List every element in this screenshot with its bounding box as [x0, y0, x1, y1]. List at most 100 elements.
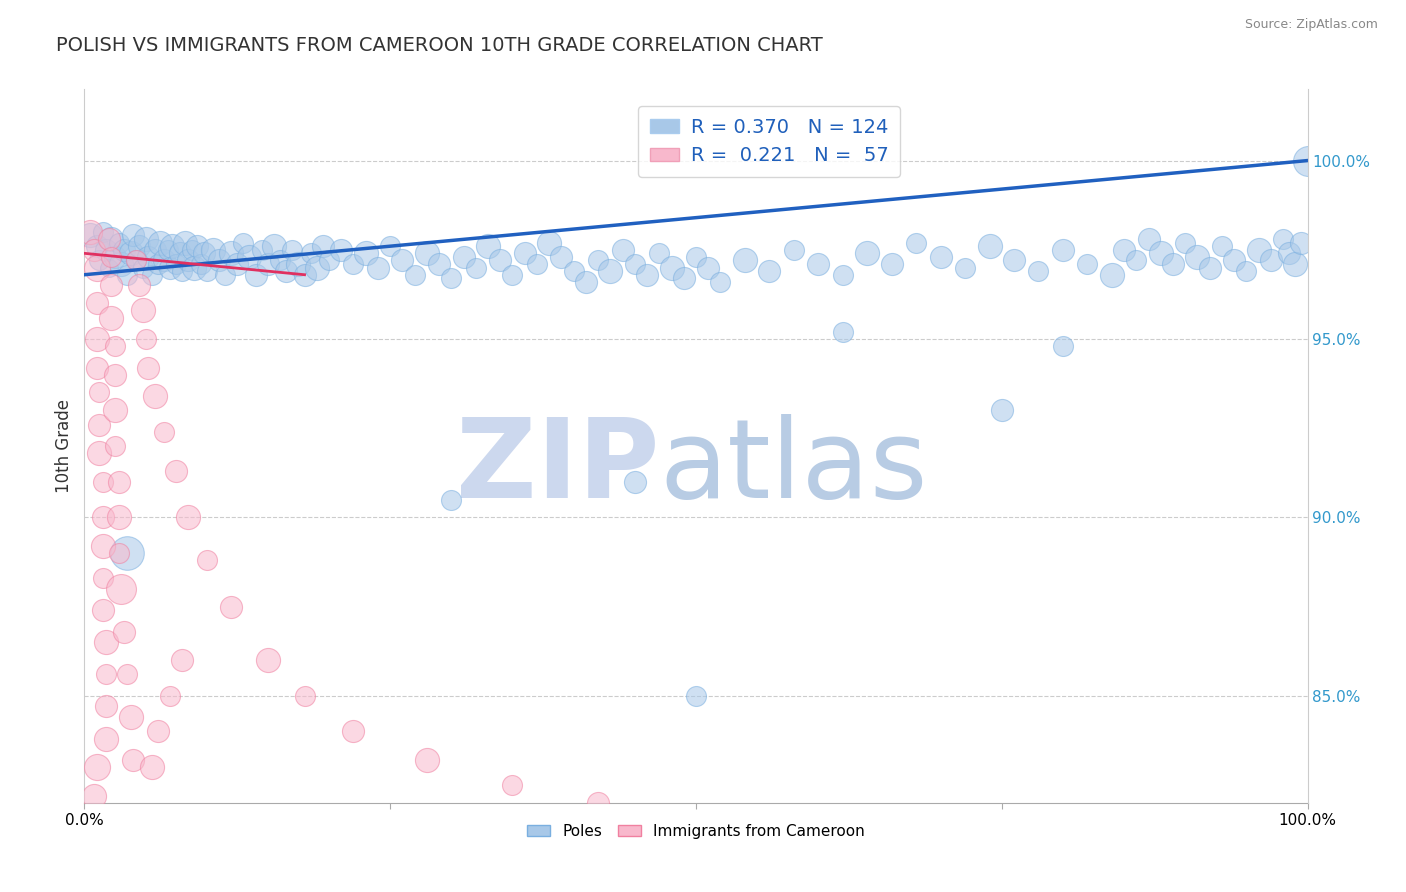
- Point: [153, 253, 176, 268]
- Point: [416, 753, 439, 767]
- Point: [181, 243, 204, 257]
- Point: [120, 246, 142, 260]
- Text: ZIP: ZIP: [456, 414, 659, 521]
- Point: [1272, 232, 1295, 246]
- Point: [183, 260, 205, 275]
- Point: [453, 250, 475, 264]
- Text: Source: ZipAtlas.com: Source: ZipAtlas.com: [1244, 18, 1378, 31]
- Point: [110, 582, 132, 596]
- Point: [404, 268, 426, 282]
- Point: [489, 253, 512, 268]
- Point: [156, 243, 179, 257]
- Point: [97, 232, 120, 246]
- Point: [100, 250, 122, 264]
- Point: [96, 667, 118, 681]
- Point: [136, 360, 159, 375]
- Point: [195, 553, 218, 567]
- Point: [141, 760, 163, 774]
- Point: [219, 246, 242, 260]
- Point: [1260, 253, 1282, 268]
- Point: [648, 246, 671, 260]
- Point: [153, 425, 176, 439]
- Point: [672, 271, 695, 285]
- Point: [734, 253, 756, 268]
- Point: [318, 253, 340, 268]
- Point: [96, 699, 118, 714]
- Point: [125, 253, 148, 268]
- Point: [169, 246, 191, 260]
- Point: [513, 246, 536, 260]
- Point: [120, 710, 142, 724]
- Point: [91, 539, 114, 553]
- Point: [257, 653, 280, 667]
- Point: [1236, 264, 1258, 278]
- Point: [122, 753, 145, 767]
- Point: [112, 624, 135, 639]
- Point: [464, 260, 486, 275]
- Point: [1174, 235, 1197, 250]
- Point: [1076, 257, 1098, 271]
- Point: [112, 243, 135, 257]
- Point: [91, 510, 114, 524]
- Point: [856, 246, 879, 260]
- Point: [427, 257, 450, 271]
- Point: [269, 253, 291, 268]
- Point: [502, 268, 524, 282]
- Point: [612, 243, 634, 257]
- Point: [159, 260, 181, 275]
- Point: [758, 264, 780, 278]
- Point: [219, 599, 242, 614]
- Point: [141, 268, 163, 282]
- Point: [1101, 268, 1123, 282]
- Point: [1028, 264, 1050, 278]
- Point: [1161, 257, 1184, 271]
- Point: [697, 260, 720, 275]
- Point: [195, 264, 218, 278]
- Point: [132, 260, 155, 275]
- Point: [979, 239, 1001, 253]
- Point: [1198, 260, 1220, 275]
- Point: [165, 464, 187, 478]
- Point: [115, 268, 138, 282]
- Point: [100, 310, 122, 325]
- Point: [238, 250, 260, 264]
- Point: [661, 260, 683, 275]
- Point: [132, 303, 155, 318]
- Point: [104, 368, 127, 382]
- Point: [1125, 253, 1147, 268]
- Point: [526, 257, 548, 271]
- Point: [685, 689, 707, 703]
- Point: [86, 760, 108, 774]
- Point: [991, 403, 1014, 417]
- Point: [416, 246, 439, 260]
- Point: [929, 250, 952, 264]
- Point: [86, 260, 108, 275]
- Point: [91, 225, 114, 239]
- Point: [880, 257, 903, 271]
- Point: [263, 239, 285, 253]
- Point: [562, 264, 585, 278]
- Point: [146, 257, 169, 271]
- Point: [107, 546, 129, 560]
- Point: [831, 325, 853, 339]
- Point: [107, 235, 129, 250]
- Point: [440, 271, 463, 285]
- Point: [330, 243, 353, 257]
- Point: [193, 246, 215, 260]
- Point: [1296, 153, 1319, 168]
- Point: [1052, 339, 1074, 353]
- Point: [1284, 257, 1306, 271]
- Point: [143, 243, 166, 257]
- Text: atlas: atlas: [659, 414, 928, 521]
- Point: [104, 403, 127, 417]
- Point: [79, 228, 101, 243]
- Point: [214, 268, 236, 282]
- Point: [186, 239, 208, 253]
- Point: [149, 235, 172, 250]
- Point: [122, 228, 145, 243]
- Point: [86, 360, 108, 375]
- Point: [143, 389, 166, 403]
- Point: [173, 235, 195, 250]
- Point: [287, 257, 309, 271]
- Point: [86, 296, 108, 310]
